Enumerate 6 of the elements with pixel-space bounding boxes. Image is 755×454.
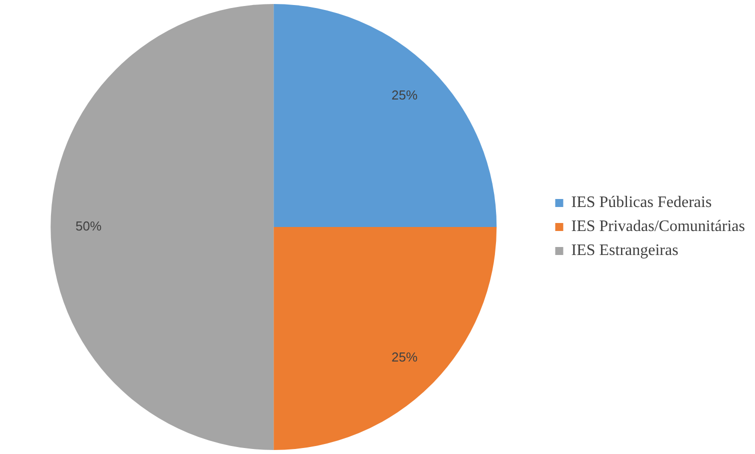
data-label: 25%: [391, 349, 418, 364]
legend-label: IES Estrangeiras: [571, 242, 678, 260]
data-label: 25%: [391, 88, 418, 103]
legend-label: IES Públicas Federais: [571, 194, 712, 212]
legend-label: IES Privadas/Comunitárias: [571, 218, 746, 236]
data-label: 50%: [76, 218, 102, 234]
